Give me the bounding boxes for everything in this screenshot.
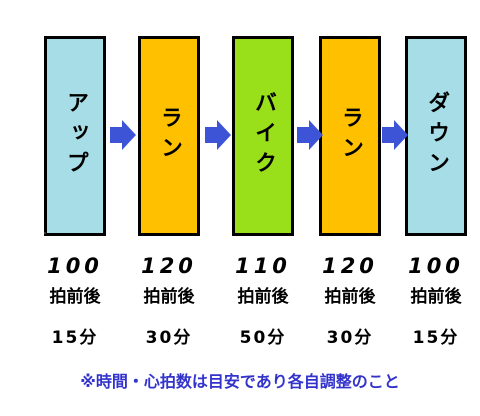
bpm-value-run-2: 120: [322, 254, 378, 278]
bpm-unit-warmup: 拍前後: [49, 287, 101, 307]
arrow-icon: [205, 120, 231, 150]
stage-block-run-2: ラン: [319, 36, 381, 236]
stage-label-cooldown: ダウン: [424, 91, 449, 181]
duration-run-2: 30分: [326, 328, 374, 348]
bpm-value-run-1: 120: [141, 254, 197, 278]
bpm-unit-run-2: 拍前後: [324, 287, 376, 307]
arrow-icon: [110, 120, 136, 150]
bpm-value-warmup: 100: [47, 254, 103, 278]
bpm-value-bike: 110: [235, 254, 291, 278]
duration-run-1: 30分: [145, 328, 193, 348]
bpm-unit-cooldown: 拍前後: [410, 287, 462, 307]
arrow-icon: [382, 120, 408, 150]
guideline-note: ※時間・心拍数は目安であり各自調整のこと: [80, 372, 400, 391]
stage-label-bike: バイク: [251, 91, 276, 181]
duration-warmup: 15分: [51, 328, 99, 348]
stage-label-warmup: アップ: [63, 91, 88, 181]
stage-label-run-1: ラン: [157, 106, 182, 166]
duration-bike: 50分: [239, 328, 287, 348]
duration-cooldown: 15分: [412, 328, 460, 348]
stage-block-cooldown: ダウン: [405, 36, 467, 236]
stray-dot: [44, 232, 46, 234]
bpm-value-cooldown: 100: [408, 254, 464, 278]
bpm-unit-run-1: 拍前後: [143, 287, 195, 307]
bpm-unit-bike: 拍前後: [237, 287, 289, 307]
stage-block-bike: バイク: [232, 36, 294, 236]
arrow-icon: [297, 120, 323, 150]
stage-block-run-1: ラン: [138, 36, 200, 236]
stage-label-run-2: ラン: [338, 106, 363, 166]
stage-block-warmup: アップ: [44, 36, 106, 236]
